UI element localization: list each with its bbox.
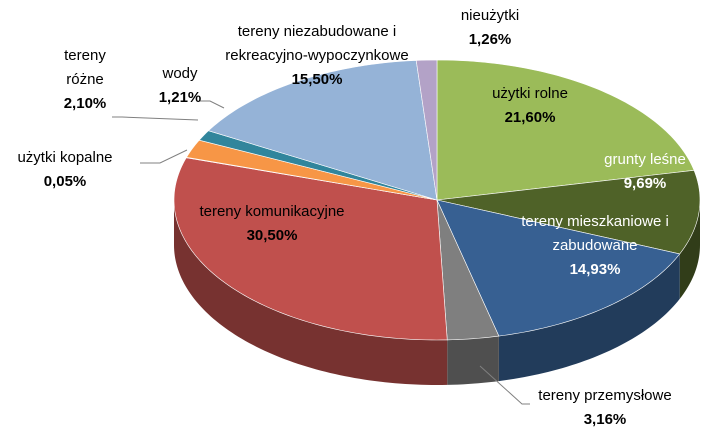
value-label: 1,21% [158,89,202,106]
slice-label: tereny niezabudowane i rekreacyjno-wypoc… [197,20,437,92]
category-label: tereny niezabudowane i rekreacyjno-wypoc… [225,23,409,64]
value-label: 2,10% [63,95,107,112]
category-label: użytki kopalne [17,149,113,166]
slice-label: użytki rolne 21,60% [465,82,595,130]
pie-side [447,336,499,385]
category-label: grunty leśne [604,151,686,168]
pie-side [174,200,448,385]
pie-side [498,253,680,382]
leader-line [479,365,530,405]
pie-slice [173,157,448,341]
pie-slice [436,199,681,337]
value-label: 14,93% [569,261,621,278]
value-label: 0,05% [43,173,87,190]
value-label: 15,50% [291,71,343,88]
slice-label: tereny przemysłowe 3,16% [515,384,695,431]
leader-line [112,116,199,121]
pie-slice [436,169,701,255]
pie-slice [415,59,438,201]
value-label: 21,60% [504,109,556,126]
slice-label: grunty leśne 9,69% [580,148,706,196]
category-label: tereny komunikacyjne [199,203,345,220]
category-label: tereny różne [64,47,106,88]
pie-slice [186,139,438,201]
category-label: użytki rolne [492,85,568,102]
category-label: tereny przemysłowe [538,387,672,404]
pie-slice [207,60,438,201]
category-label: tereny mieszkaniowe i zabudowane [521,213,669,254]
pie-slice [436,59,695,201]
pie-slice [436,199,500,341]
slice-label: tereny komunikacyjne 30,50% [172,200,372,248]
pie-side [679,200,700,299]
category-label: wody [162,65,198,82]
value-label: 9,69% [623,175,667,192]
slice-label: nieużytki 1,26% [445,4,535,52]
slice-label: wody 1,21% [150,62,210,110]
category-label: nieużytki [460,7,520,24]
value-label: 30,50% [246,227,298,244]
leader-line [140,149,188,164]
slice-label: tereny różne 2,10% [55,44,115,116]
slice-label: tereny mieszkaniowe i zabudowane 14,93% [495,210,695,282]
value-label: 3,16% [583,411,627,428]
leader-line [200,100,225,109]
value-label: 1,26% [468,31,512,48]
slice-label: użytki kopalne 0,05% [0,146,130,194]
